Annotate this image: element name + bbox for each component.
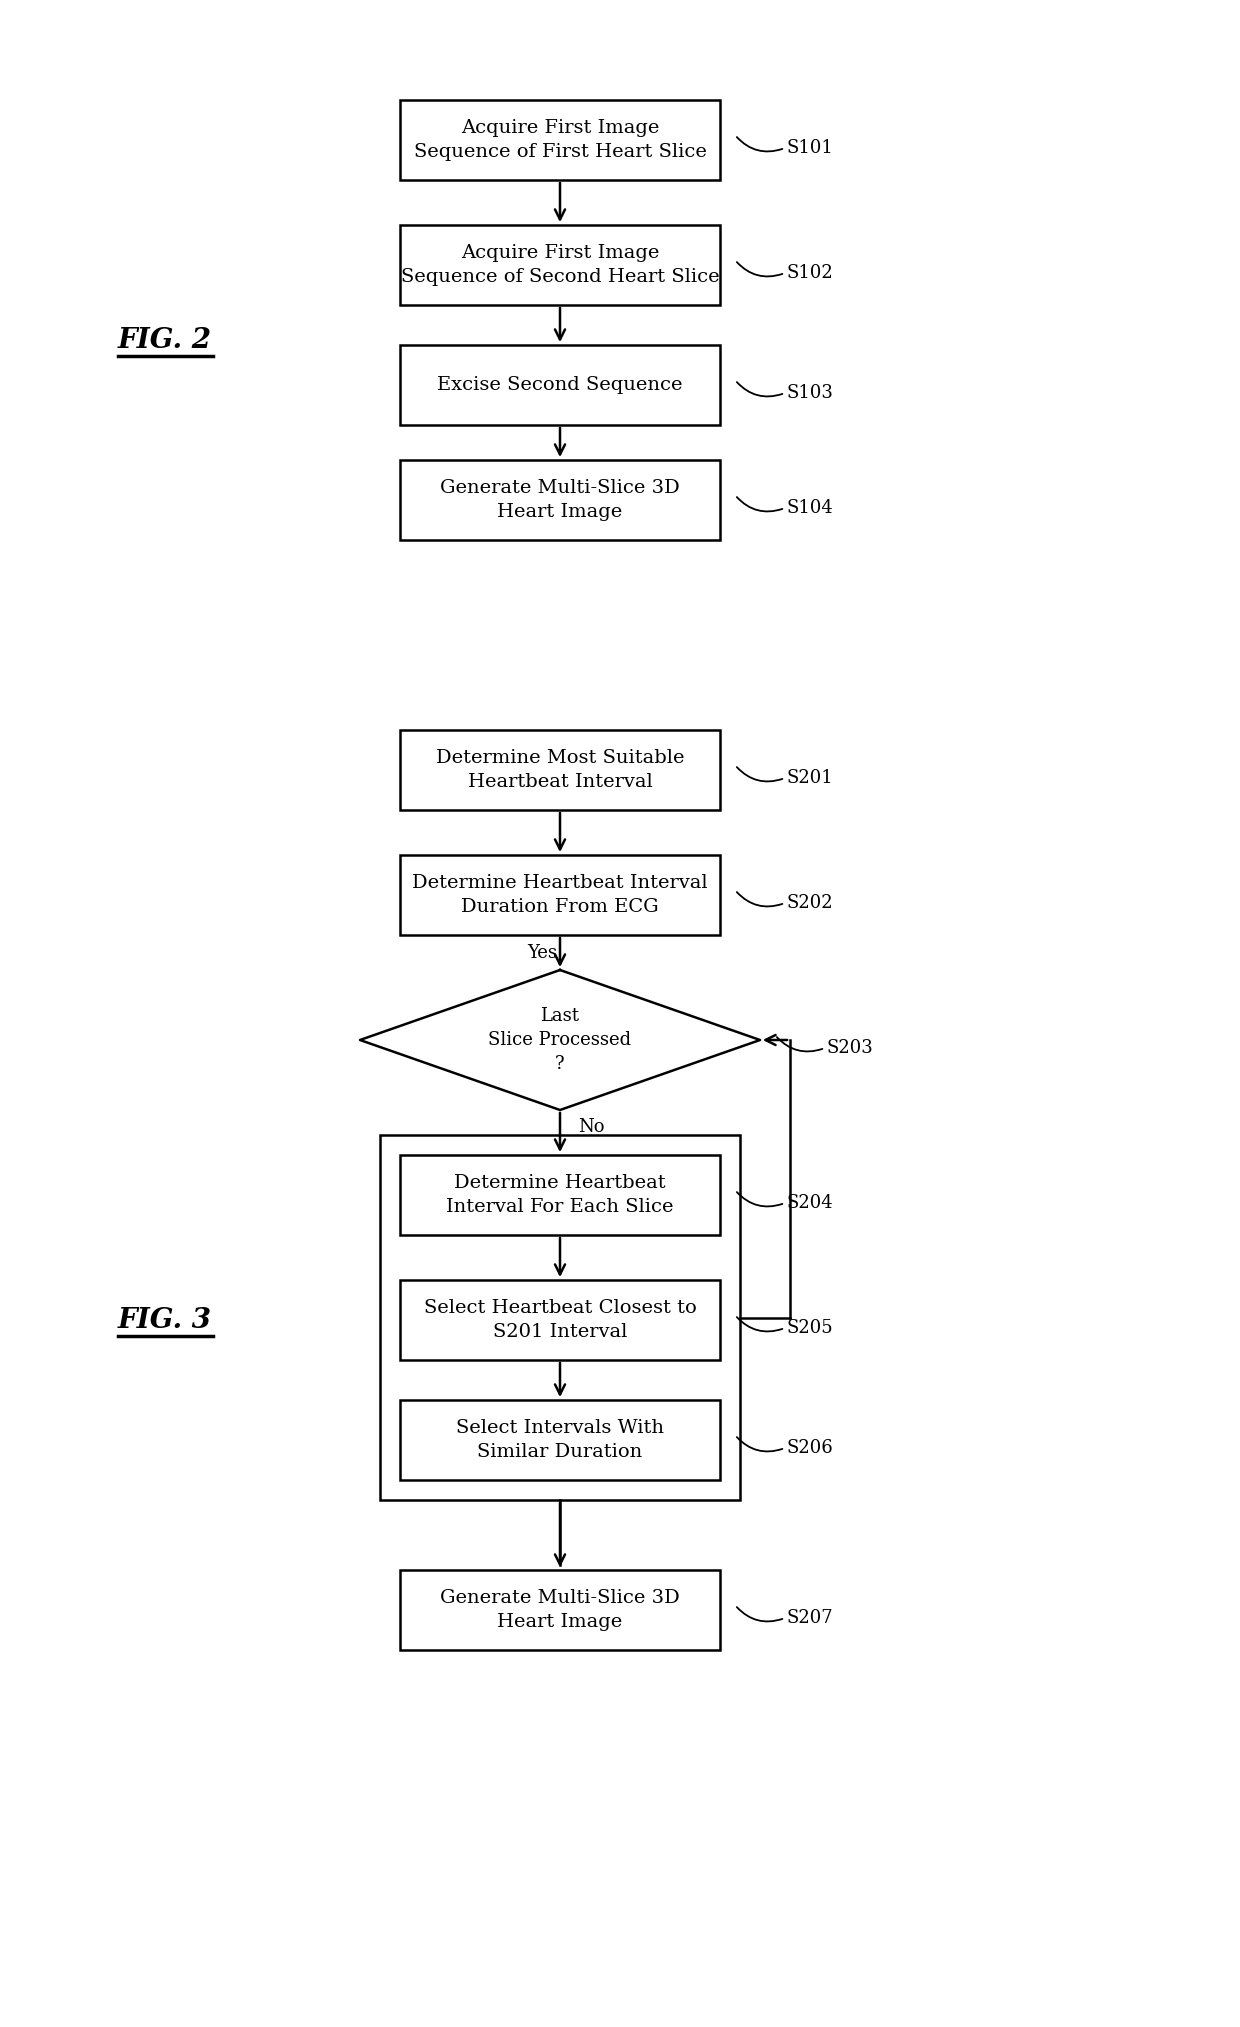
Text: S204: S204 [787,1194,833,1212]
Text: Last
Slice Processed
?: Last Slice Processed ? [489,1007,631,1072]
Bar [401,1571,720,1650]
Bar [401,1155,720,1234]
Text: FIG. 3: FIG. 3 [118,1307,212,1334]
Bar [401,1401,720,1480]
Text: S201: S201 [787,768,833,786]
Text: S207: S207 [787,1609,833,1628]
Bar [401,225,720,304]
Polygon shape [360,971,760,1111]
Bar [401,460,720,539]
Text: Excise Second Sequence: Excise Second Sequence [438,375,683,393]
Text: Select Heartbeat Closest to
S201 Interval: Select Heartbeat Closest to S201 Interva… [424,1299,697,1340]
Text: No: No [578,1119,605,1135]
Text: Yes: Yes [527,945,557,963]
Bar [401,99,720,180]
Bar [401,345,720,426]
Text: S102: S102 [787,264,833,282]
Text: Acquire First Image
Sequence of Second Heart Slice: Acquire First Image Sequence of Second H… [401,243,719,286]
Text: S203: S203 [827,1040,874,1056]
Text: S202: S202 [787,894,833,912]
Text: Acquire First Image
Sequence of First Heart Slice: Acquire First Image Sequence of First He… [414,120,707,160]
Text: S103: S103 [787,383,833,401]
Text: Determine Heartbeat Interval
Duration From ECG: Determine Heartbeat Interval Duration Fr… [412,874,708,916]
Bar [401,730,720,811]
Text: Select Intervals With
Similar Duration: Select Intervals With Similar Duration [456,1419,663,1461]
Text: FIG. 2: FIG. 2 [118,326,212,353]
Text: Generate Multi-Slice 3D
Heart Image: Generate Multi-Slice 3D Heart Image [440,478,680,521]
Text: S206: S206 [787,1439,833,1457]
Bar [401,1279,720,1360]
Text: Generate Multi-Slice 3D
Heart Image: Generate Multi-Slice 3D Heart Image [440,1589,680,1632]
Text: S101: S101 [787,140,833,156]
Text: S104: S104 [787,499,833,517]
Text: Determine Most Suitable
Heartbeat Interval: Determine Most Suitable Heartbeat Interv… [435,750,684,791]
Bar [379,1135,740,1500]
Text: S205: S205 [787,1320,833,1338]
Text: Determine Heartbeat
Interval For Each Slice: Determine Heartbeat Interval For Each Sl… [446,1174,673,1216]
Bar [401,855,720,934]
